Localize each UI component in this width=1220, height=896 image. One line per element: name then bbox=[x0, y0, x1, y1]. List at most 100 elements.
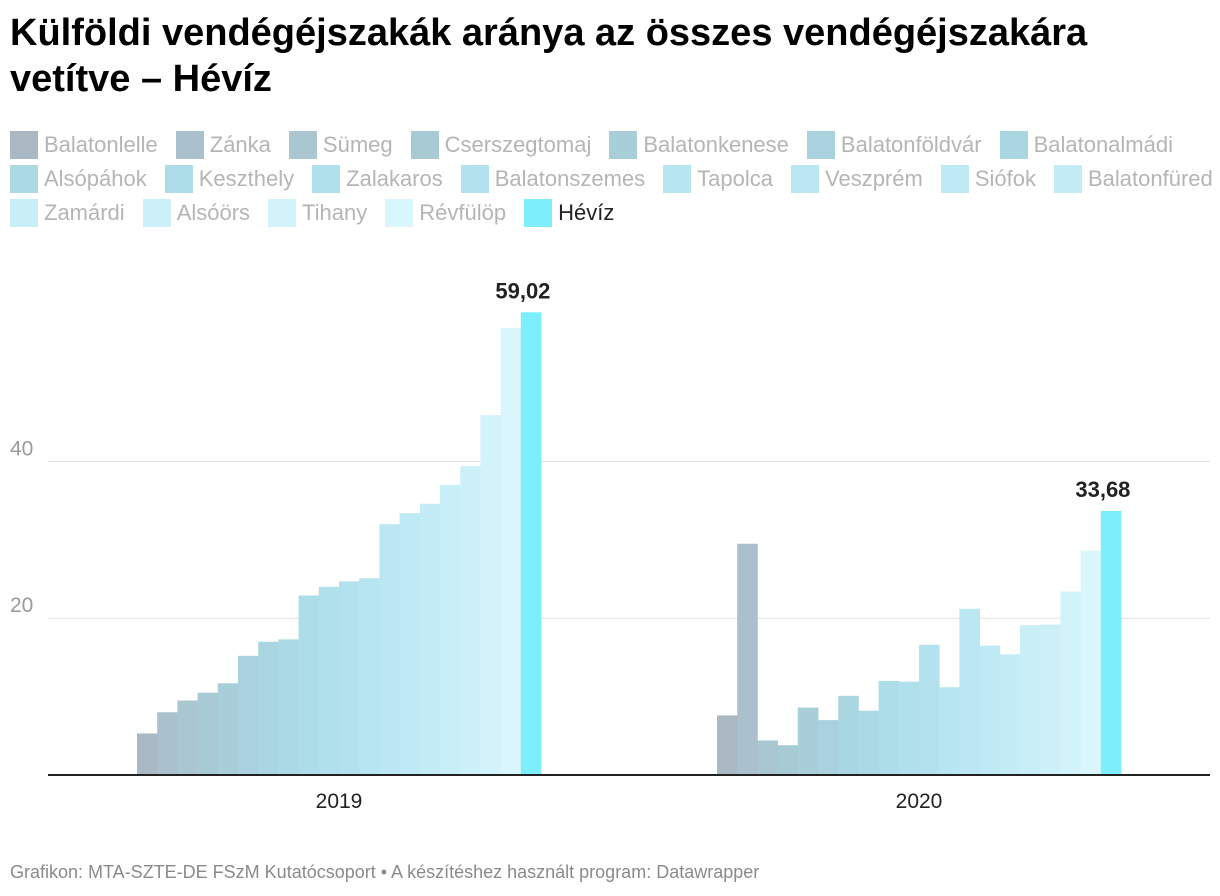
legend-item-veszprem: Veszprém bbox=[791, 165, 923, 193]
legend-swatch bbox=[410, 131, 439, 159]
legend-label: Révfülöp bbox=[419, 200, 507, 225]
bar-2019-zanka bbox=[157, 712, 178, 775]
bar-2020-zalakaros bbox=[898, 681, 920, 775]
legend-item-sumeg: Sümeg bbox=[288, 131, 393, 159]
bar-2019-revfulop bbox=[500, 328, 522, 775]
legend-swatch bbox=[806, 131, 835, 159]
bar-2019-tapolca bbox=[359, 578, 380, 775]
legend-swatch bbox=[663, 165, 692, 193]
bar-2019-veszprem bbox=[379, 524, 400, 775]
legend-item-cserszegtomaj: Cserszegtomaj bbox=[410, 131, 592, 159]
legend-label: Zánka bbox=[209, 132, 271, 157]
bar-2020-balatonlelle bbox=[717, 715, 738, 775]
legend-label: Keszthely bbox=[198, 166, 295, 191]
legend-label: Veszprém bbox=[825, 166, 923, 191]
bar-2019-sumeg bbox=[177, 700, 198, 775]
legend-label: Hévíz bbox=[558, 200, 615, 225]
legend-label: Balatonföldvár bbox=[840, 132, 982, 157]
bar-2019-alsopahok bbox=[278, 639, 299, 775]
bar-2019-heviz bbox=[520, 312, 542, 775]
legend-item-balatonfured: Balatonfüred bbox=[1053, 165, 1213, 193]
legend: Balatonlelle Zánka Sümeg Cserszegtomaj Balat… bbox=[10, 131, 1215, 227]
bar-2019-balatonfured bbox=[419, 503, 441, 775]
bar-2019-balatonalmadi bbox=[258, 641, 279, 775]
legend-item-zalakaros: Zalakaros bbox=[312, 165, 443, 193]
bar-2019-balatonlelle bbox=[137, 733, 158, 775]
legend-label: Zamárdi bbox=[44, 200, 125, 225]
bar-2019-alsoors bbox=[460, 466, 481, 775]
legend-swatch bbox=[142, 199, 171, 227]
bar-2019-keszthely bbox=[298, 595, 320, 775]
legend-swatch bbox=[385, 199, 414, 227]
legend-swatch bbox=[10, 199, 38, 227]
legend-label: Sümeg bbox=[322, 132, 393, 157]
legend-label: Balatonlelle bbox=[44, 132, 158, 157]
bar-2020-balatonfoldvar bbox=[818, 720, 839, 775]
legend-swatch bbox=[10, 131, 38, 159]
legend-label: Alsóörs bbox=[176, 200, 251, 225]
legend-swatch bbox=[175, 131, 204, 159]
legend-label: Cserszegtomaj bbox=[444, 132, 592, 157]
bar-chart: 20 40 2019 2020 59,02 33,68 bbox=[10, 278, 1210, 810]
legend-swatch bbox=[609, 131, 638, 159]
legend-swatch bbox=[268, 199, 297, 227]
legend-item-zamardi: Zamárdi bbox=[10, 199, 125, 227]
legend-label: Alsópáhok bbox=[44, 166, 147, 191]
bar-2019-zalakaros bbox=[318, 586, 340, 775]
chart-title: Külföldi vendégéjszakák aránya az összes… bbox=[10, 12, 1088, 100]
source-footer: Grafikon: MTA-SZTE-DE FSzM Kutatócsoport… bbox=[10, 862, 760, 882]
legend-item-keszthely: Keszthely bbox=[164, 165, 295, 193]
legend-label: Siófok bbox=[974, 166, 1036, 191]
legend-swatch bbox=[10, 165, 38, 193]
legend-swatch bbox=[940, 165, 969, 193]
bar-2019-balatonkenese bbox=[217, 683, 239, 775]
legend-item-balatonfoldvar: Balatonföldvár bbox=[806, 131, 982, 159]
legend-item-alsopahok: Alsópáhok bbox=[10, 165, 147, 193]
legend-label: Balatonszemes bbox=[494, 166, 646, 191]
legend-item-balatonlelle: Balatonlelle bbox=[10, 131, 158, 159]
bar-2019-siofok bbox=[399, 513, 421, 775]
legend-swatch bbox=[288, 131, 317, 159]
bar-2019-tihany bbox=[480, 415, 501, 775]
bar-2020-zamardi bbox=[1020, 625, 1041, 775]
bar-2020-balatonalmadi bbox=[838, 695, 859, 775]
bar-2020-balatonkenese bbox=[797, 707, 819, 775]
bar-2020-cserszegtomaj bbox=[777, 745, 799, 775]
legend-swatch bbox=[460, 165, 489, 193]
bar-2020-alsopahok bbox=[858, 710, 879, 775]
bar-2019-cserszegtomaj bbox=[197, 692, 219, 775]
legend-item-tihany: Tihany bbox=[268, 199, 367, 227]
legend-item-tapolca: Tapolca bbox=[663, 165, 773, 193]
bar-2020-alsoors bbox=[1040, 624, 1061, 775]
legend-item-heviz: Hévíz bbox=[524, 199, 614, 227]
bar-2020-revfulop bbox=[1080, 550, 1102, 775]
legend-swatch bbox=[791, 165, 819, 193]
bar-2020-balatonfured bbox=[999, 654, 1021, 775]
legend-swatch bbox=[999, 131, 1028, 159]
legend-item-revfulop: Révfülöp bbox=[385, 199, 506, 227]
legend-swatch bbox=[524, 199, 553, 227]
legend-swatch bbox=[1053, 165, 1082, 193]
legend-label: Tihany bbox=[302, 200, 368, 225]
bar-2020-sumeg bbox=[757, 740, 778, 775]
bar-2020-zanka bbox=[737, 543, 758, 775]
legend-item-balatonkenese: Balatonkenese bbox=[609, 131, 789, 159]
bar-2019-balatonszemes bbox=[339, 581, 360, 775]
bar-2020-heviz bbox=[1100, 510, 1122, 775]
legend-label: Balatonalmádi bbox=[1033, 132, 1173, 157]
bar-2020-veszprem bbox=[959, 608, 980, 775]
data-label: 59,02 bbox=[495, 278, 550, 303]
bar-2019-zamardi bbox=[440, 484, 461, 775]
bar-2020-balatonszemes bbox=[919, 644, 940, 775]
data-label: 33,68 bbox=[1075, 477, 1130, 502]
legend-item-balatonszemes: Balatonszemes bbox=[460, 165, 646, 193]
bar-2020-tihany bbox=[1060, 591, 1081, 775]
legend-item-zanka: Zánka bbox=[175, 131, 271, 159]
legend-item-alsoors: Alsóörs bbox=[142, 199, 251, 227]
legend-swatch bbox=[164, 165, 193, 193]
legend-swatch bbox=[312, 165, 341, 193]
legend-item-balatonalmadi: Balatonalmádi bbox=[999, 131, 1173, 159]
bar-2019-balatonfoldvar bbox=[238, 655, 259, 775]
x-tick-label: 2019 bbox=[316, 790, 363, 810]
bar-2020-siofok bbox=[979, 645, 1001, 775]
